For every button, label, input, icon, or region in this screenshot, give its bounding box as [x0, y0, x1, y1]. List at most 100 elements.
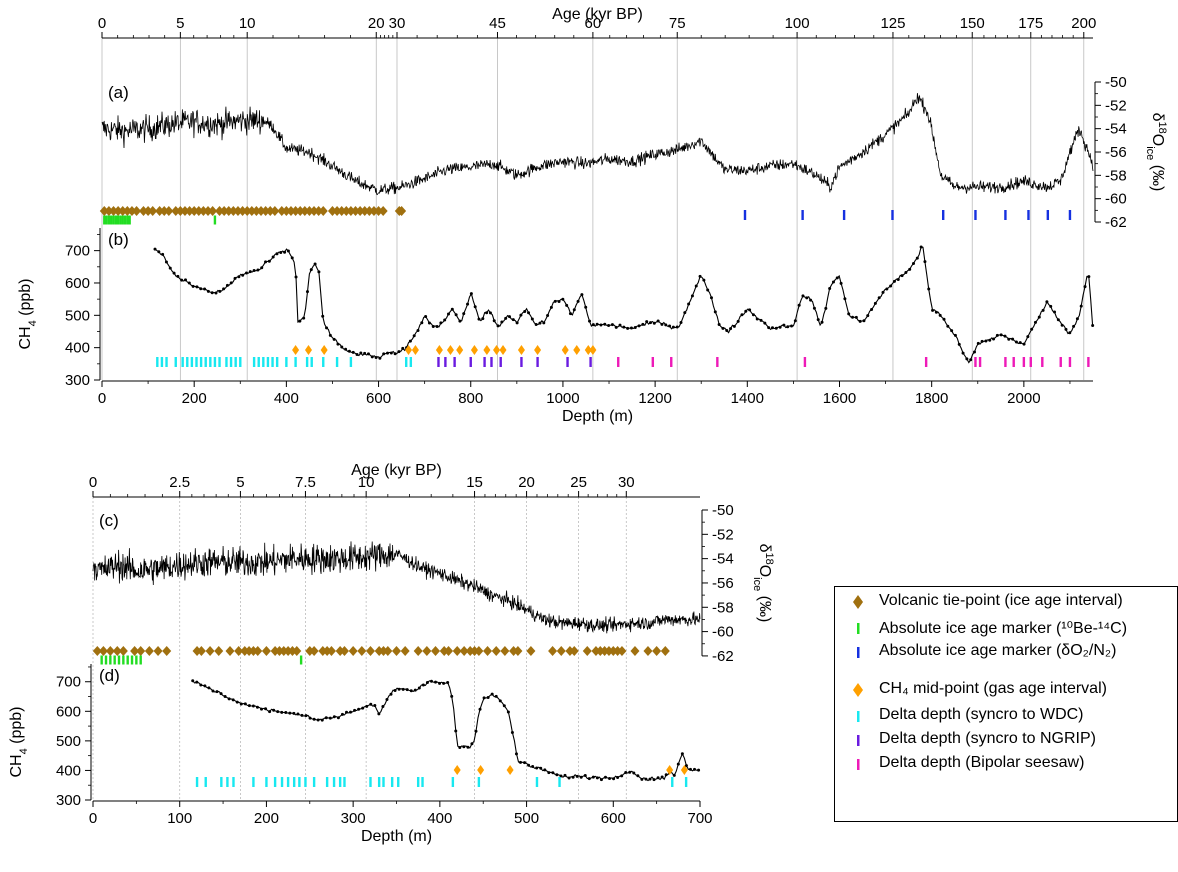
- panel-b-ch4-point: [641, 322, 645, 326]
- panel-a-be14c-marker-12: [213, 215, 217, 225]
- panel-b-wdc-marker-21: [271, 357, 274, 367]
- panel-a-volcanic-marker-40: [295, 206, 305, 216]
- panel-a-volcanic-marker-47: [332, 206, 342, 216]
- panel-d-y-tick-label-3: 600: [56, 703, 81, 720]
- panel-b-wdc-marker-25: [305, 357, 309, 367]
- panel-d-ch4-point: [292, 711, 296, 715]
- panel-a-volcanic-marker-23: [215, 206, 225, 216]
- panel-c-be14c-marker-2: [109, 655, 112, 665]
- panel-d-ch4-point: [458, 745, 462, 749]
- panel-d-ch4-point: [527, 763, 531, 767]
- panel-b-ch4-point: [950, 329, 954, 333]
- panel-a-age-tick-label-4: 30: [389, 15, 406, 32]
- panel-b-ngrip-marker-9: [566, 357, 569, 367]
- panel-c-volcanic-marker-11: [196, 646, 206, 656]
- panel-b-ch4-point: [599, 323, 603, 327]
- panel-c-volcanic-marker-46: [444, 646, 454, 656]
- panel-a-volcanic-marker-39: [291, 206, 301, 216]
- panel-b-ch4-point: [664, 323, 668, 327]
- panel-b-ch4-point: [168, 266, 172, 270]
- panel-b-ch4-point: [302, 316, 306, 320]
- panel-b-seesaw-marker-5: [924, 357, 928, 367]
- panel-b-ch4-point: [809, 298, 813, 302]
- panel-d-ch4-point: [531, 765, 535, 769]
- panel-b-ch4-point: [835, 276, 839, 280]
- panel-b-ch4-point: [420, 321, 424, 325]
- panel-d-wdc-marker-0: [195, 777, 199, 787]
- panel-c-volcanic-marker-59: [556, 646, 566, 656]
- panel-d-ch4-point: [454, 729, 458, 733]
- panel-b-ch4-point: [915, 256, 919, 260]
- panel-b-ch4-point: [363, 351, 367, 355]
- panel-d-wdc-marker-20: [382, 777, 385, 787]
- panel-d-x-axis-title: Depth (m): [361, 828, 432, 845]
- panel-d-ch4-point: [502, 704, 506, 708]
- panel-c-volcanic-marker-34: [348, 646, 358, 656]
- legend-symbol-seesaw: [857, 759, 860, 770]
- panel-c-volcanic-marker-61: [569, 646, 579, 656]
- legend-label-ch4mid: CH₄ mid-point (gas age interval): [879, 680, 1107, 697]
- panel-a-be14c-marker-9: [123, 215, 127, 225]
- panel-b-ch4-point: [900, 274, 904, 278]
- panel-d-ch4-point: [353, 708, 357, 712]
- panel-a-volcanic-marker-4: [118, 206, 128, 216]
- panel-b-ch4-point: [264, 260, 268, 264]
- panel-d-wdc-marker-14: [325, 777, 329, 787]
- panel-b-seesaw-marker-7: [978, 357, 982, 367]
- panel-c-be14c-marker-4: [117, 655, 121, 665]
- panel-b-ch4-point: [645, 320, 649, 324]
- panel-d-ch4-point: [620, 774, 624, 778]
- panel-d-ch4-point: [494, 694, 498, 698]
- panel-d-ch4-point: [349, 710, 353, 714]
- legend-symbol-ch4mid: [853, 683, 863, 697]
- panel-c-volcanic-marker-2: [105, 646, 115, 656]
- panel-d-ch4-point: [288, 711, 292, 715]
- panel-c-volcanic-marker-3: [112, 646, 122, 656]
- panel-b-ch4-point: [446, 312, 450, 316]
- panel-a-age-tick-label-5: 45: [489, 15, 506, 32]
- panel-d-ch4-point: [296, 712, 300, 716]
- panel-a-volcanic-marker-16: [180, 206, 190, 216]
- panel-d-ch4-point: [268, 710, 272, 714]
- panel-c-volcanic-marker-71: [643, 646, 653, 656]
- panel-a-volcanic-marker-11: [155, 206, 165, 216]
- panel-a-volcanic-marker-41: [300, 206, 310, 216]
- panel-d-wdc-marker-18: [369, 777, 372, 787]
- panel-a-be14c-marker-6: [116, 215, 120, 225]
- panel-c-volcanic-marker-19: [253, 646, 263, 656]
- panel-b-ch4-point: [740, 313, 744, 317]
- axes-layer: [85, 32, 1101, 807]
- panel-a-o2n2-marker-4: [941, 210, 945, 220]
- panel-d-ch4-point: [632, 771, 636, 775]
- panel-d-ch4-point: [417, 686, 421, 690]
- panel-a-volcanic-marker-53: [360, 206, 370, 216]
- panel-d-x-tick-label-5: 500: [514, 810, 539, 827]
- panel-c-volcanic-marker-33: [339, 646, 349, 656]
- panel-b-ch4-point: [656, 319, 660, 323]
- panel-b-ch4-point: [485, 311, 489, 315]
- panel-b-ch4-point: [450, 307, 454, 311]
- panel-b-ch4-point: [889, 284, 893, 288]
- panel-b-ch4-point: [355, 353, 359, 357]
- panel-b-ch4-point: [195, 285, 199, 289]
- panel-a-be14c-marker-11: [128, 215, 131, 225]
- panel-b-ch4-point: [603, 322, 607, 326]
- panel-c-y-tick-label-4: -58: [712, 599, 734, 616]
- panel-d-x-tick-label-6: 600: [601, 810, 626, 827]
- panel-d-ch4-point: [300, 713, 304, 717]
- grid-layer: [92, 38, 1085, 800]
- panel-c-y-tick-label-1: -52: [712, 526, 734, 543]
- panel-d-ch4-point: [203, 684, 207, 688]
- panel-b-ch4-point: [473, 305, 477, 309]
- panel-a-volcanic-marker-8: [138, 206, 148, 216]
- panel-b-ch4-point: [241, 273, 245, 277]
- panel-b-ch4-point: [873, 301, 877, 305]
- panel-b-ch4-point: [374, 355, 378, 359]
- panel-b-ch4-point: [976, 341, 980, 345]
- panel-b-ch4-point: [199, 287, 203, 291]
- panel-b-wdc-marker-24: [294, 357, 297, 367]
- panel-b-ch4-point: [332, 337, 336, 341]
- panel-d-ch4-point: [247, 704, 251, 708]
